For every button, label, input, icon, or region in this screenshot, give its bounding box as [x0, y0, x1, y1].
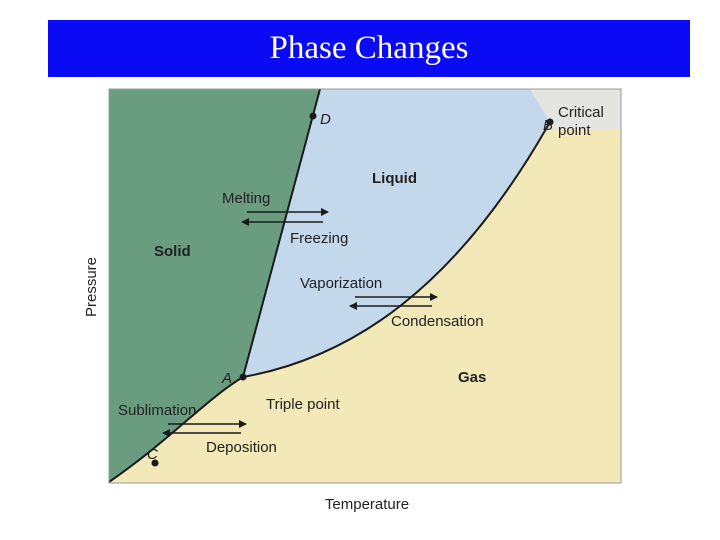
- solid-region: [109, 89, 320, 482]
- critical-point-label-line1: Critical: [558, 104, 604, 121]
- point-b-marker: [546, 118, 554, 126]
- melting-label: Melting: [222, 190, 270, 207]
- sublimation-curve: [109, 376, 244, 483]
- triple-point-label: Triple point: [266, 396, 340, 413]
- point-d-marker: [309, 112, 317, 120]
- deposition-label: Deposition: [206, 439, 277, 456]
- point-c-marker: [151, 459, 159, 467]
- point-a-label: A: [221, 370, 232, 387]
- gas-label: Gas: [458, 369, 486, 386]
- x-axis-label: Temperature: [325, 496, 409, 513]
- vaporization-label: Vaporization: [300, 275, 382, 292]
- condensation-label: Condensation: [391, 313, 484, 330]
- point-c-label: C: [147, 446, 158, 463]
- critical-point-label-line2: point: [558, 122, 591, 139]
- liquid-label: Liquid: [372, 170, 417, 187]
- slide-title: Phase Changes: [269, 30, 469, 66]
- title-bar: Phase Changes: [48, 20, 690, 77]
- solid-label: Solid: [154, 243, 191, 260]
- freezing-label: Freezing: [290, 230, 348, 247]
- y-axis-label: Pressure: [83, 257, 100, 317]
- point-b-label: B: [543, 117, 553, 134]
- melting-curve: [242, 89, 321, 378]
- point-a-marker: [239, 373, 247, 381]
- point-d-label: D: [320, 111, 331, 128]
- liquid-region: [243, 89, 550, 377]
- diagram-frame: [108, 88, 622, 484]
- sublimation-label: Sublimation: [118, 402, 196, 419]
